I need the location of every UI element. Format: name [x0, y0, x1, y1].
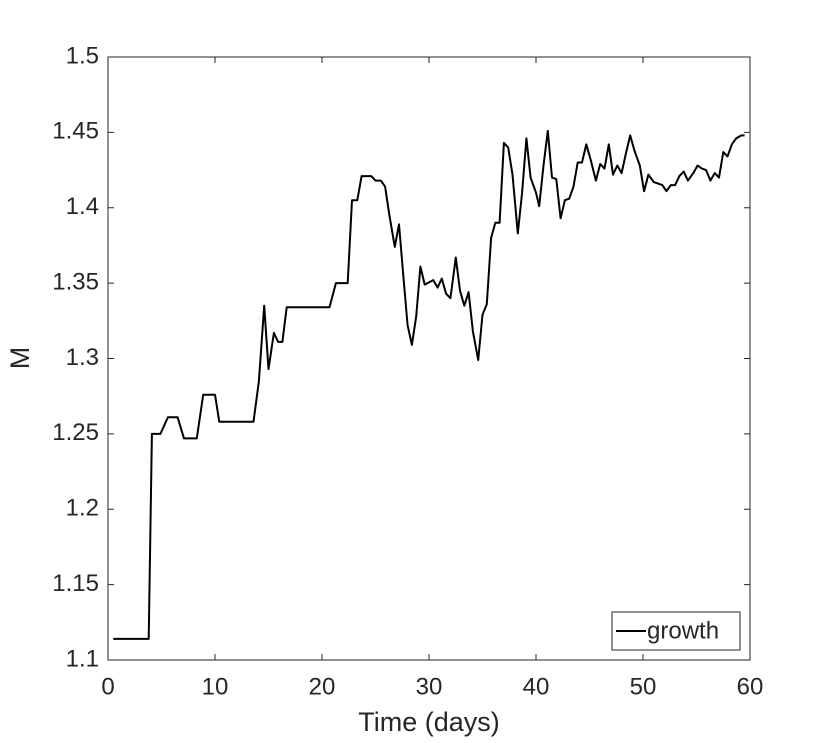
x-axis-label: Time (days) [358, 707, 500, 737]
x-tick-label: 40 [523, 673, 550, 700]
x-tick-label: 0 [101, 673, 114, 700]
y-tick-label: 1.5 [66, 42, 99, 69]
y-tick-label: 1.45 [52, 118, 99, 145]
y-tick-label: 1.35 [52, 268, 99, 295]
plot-frame [107, 56, 751, 661]
x-tick-label: 20 [309, 673, 336, 700]
y-tick-label: 1.25 [52, 419, 99, 446]
y-tick-label: 1.2 [66, 495, 99, 522]
x-tick-label: 10 [202, 673, 229, 700]
x-tick-label: 60 [737, 673, 764, 700]
y-tick-label: 1.3 [66, 344, 99, 371]
y-axis-label: M [5, 347, 35, 370]
data-line [113, 129, 745, 640]
legend-label: growth [647, 617, 719, 644]
y-tick-label: 1.1 [66, 645, 99, 672]
x-tick-label: 30 [416, 673, 443, 700]
x-tick-label: 50 [630, 673, 657, 700]
y-tick-label: 1.4 [66, 193, 99, 220]
y-tick-label: 1.15 [52, 570, 99, 597]
